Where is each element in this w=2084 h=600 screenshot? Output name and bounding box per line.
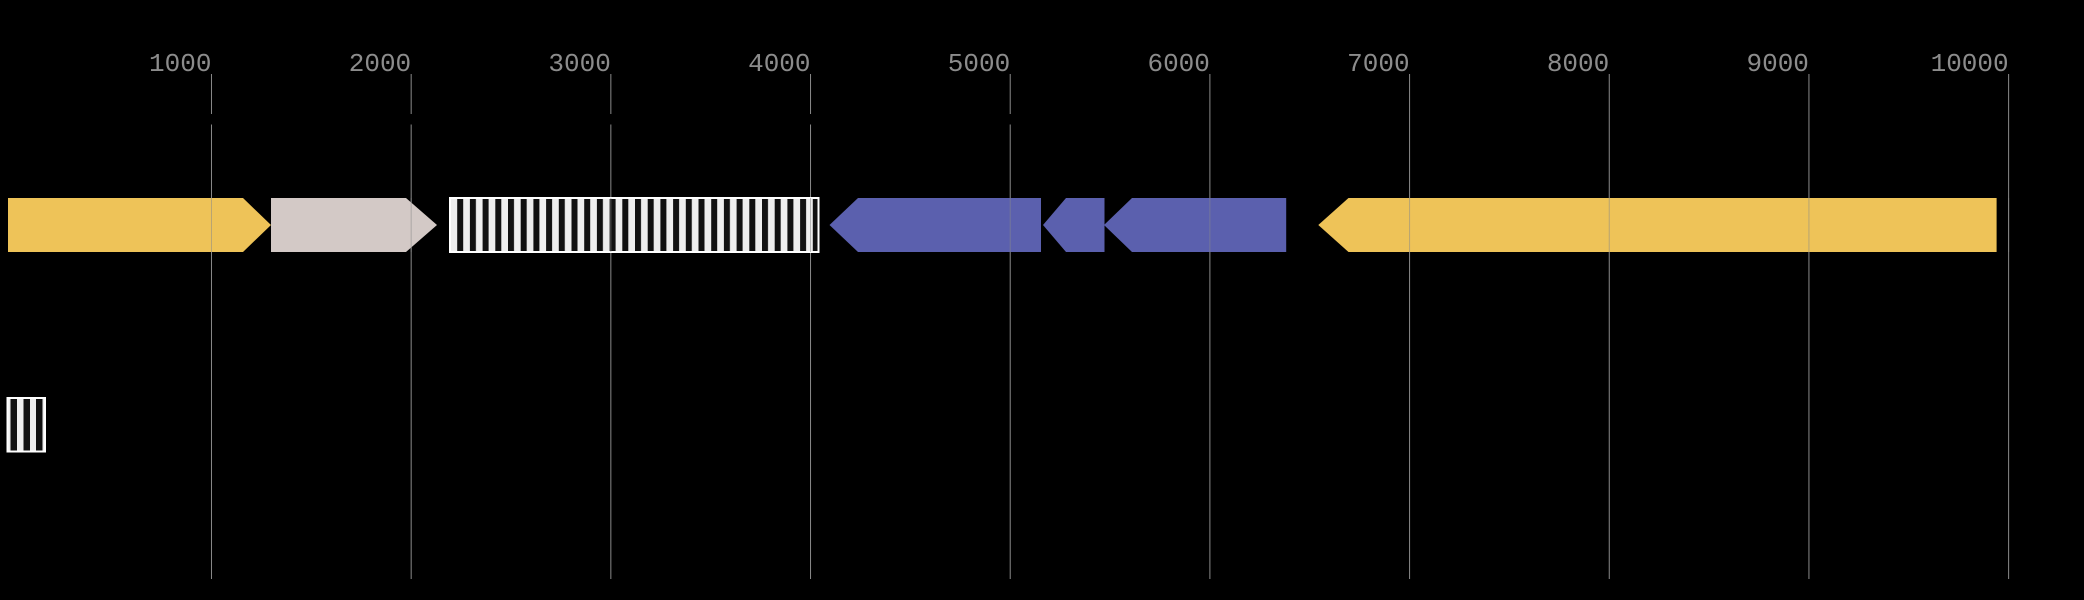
- svg-text:10000: 10000: [1931, 49, 2009, 79]
- svg-text:6000: 6000: [1147, 49, 1209, 79]
- svg-text:5000: 5000: [948, 49, 1010, 79]
- svg-text:4000: 4000: [748, 49, 810, 79]
- svg-text:9000: 9000: [1747, 49, 1809, 79]
- svg-text:2000: 2000: [349, 49, 411, 79]
- svg-text:3000: 3000: [548, 49, 610, 79]
- svg-text:1000: 1000: [149, 49, 211, 79]
- svg-text:7000: 7000: [1347, 49, 1409, 79]
- svg-text:8000: 8000: [1547, 49, 1609, 79]
